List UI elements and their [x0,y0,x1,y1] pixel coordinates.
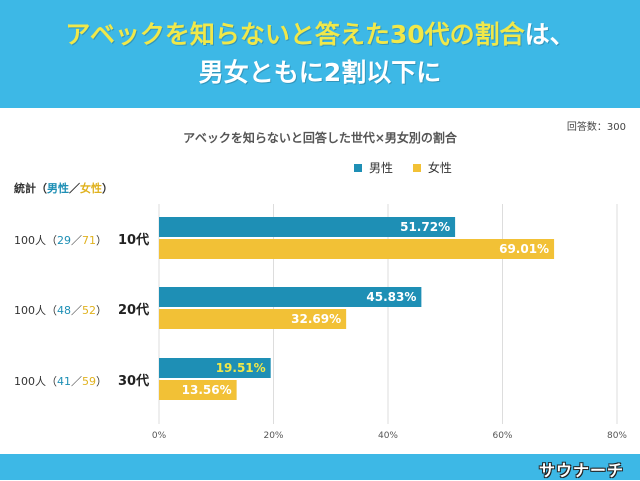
bar-male [159,358,271,378]
row-male-count: 48 [57,304,71,317]
row-female-count: 71 [82,234,96,247]
row-stat-10s: 100人（29／71） [14,232,107,248]
brand-logo: サウナーチ [538,461,624,480]
data-label: 19.51% [216,361,266,375]
age-label-10s: 10代 [118,233,150,248]
stats-header-prefix: 統計（ [14,182,47,195]
stats-header-female: 女性 [80,182,102,195]
data-label: 51.72% [400,220,450,234]
legend-label-male: 男性 [369,161,394,175]
data-label: 69.01% [499,242,549,256]
row-male-count: 41 [57,375,71,388]
x-tick-label: 0% [152,431,167,441]
legend-swatch-male [354,164,362,172]
legend-item-female: 女性 [412,159,452,176]
stats-header-sep: ／ [69,182,80,195]
age-label-30s: 30代 [118,374,150,389]
row-male-count: 29 [57,234,71,247]
headline-suffix: は、 [524,20,575,49]
headline-line-2: 男女ともに2割以下に [198,58,442,87]
bar-male [159,287,422,307]
bar-female [159,380,237,400]
bar-female [159,309,347,329]
bar-male [159,217,456,237]
row-count: 100人（ [14,375,57,388]
row-stat-30s: 100人（41／59） [14,373,107,389]
row-close: ） [96,375,107,388]
respondent-count: 回答数：300 [566,122,626,133]
x-tick-label: 40% [378,431,398,441]
row-count: 100人（ [14,304,57,317]
data-label: 13.56% [182,383,232,397]
row-sep: ／ [71,375,82,388]
data-label: 45.83% [366,290,416,304]
chart-card [0,108,640,454]
stats-header-male: 男性 [47,182,69,195]
stats-header-suffix: ） [102,182,113,195]
age-label-20s: 20代 [118,303,150,318]
x-tick-label: 80% [607,431,627,441]
row-count: 100人（ [14,234,57,247]
data-label: 32.69% [291,312,341,326]
x-tick-label: 60% [492,431,512,441]
headline-highlight: アベックを知らないと答えた30代の割合 [65,20,525,49]
headline-banner [0,0,640,108]
x-tick-label: 20% [263,431,283,441]
legend-item-male: 男性 [354,159,393,176]
footer-banner: サウナーチ [0,454,640,480]
headline-line-1: アベックを知らないと答えた30代の割合は、 [0,20,640,50]
row-female-count: 59 [82,375,96,388]
stats-header: 統計（男性／女性） [14,180,113,196]
row-close: ） [96,304,107,317]
row-stat-20s: 100人（48／52） [14,302,107,318]
row-close: ） [96,234,107,247]
row-female-count: 52 [82,304,96,317]
chart-title: アベックを知らないと回答した世代×男女別の割合 [183,131,457,145]
legend-swatch-female [412,164,421,172]
row-sep: ／ [71,234,82,247]
chart-legend: 男性 女性 [354,159,468,176]
legend-label-female: 女性 [427,161,452,175]
bar-female [159,239,555,259]
row-sep: ／ [71,304,82,317]
